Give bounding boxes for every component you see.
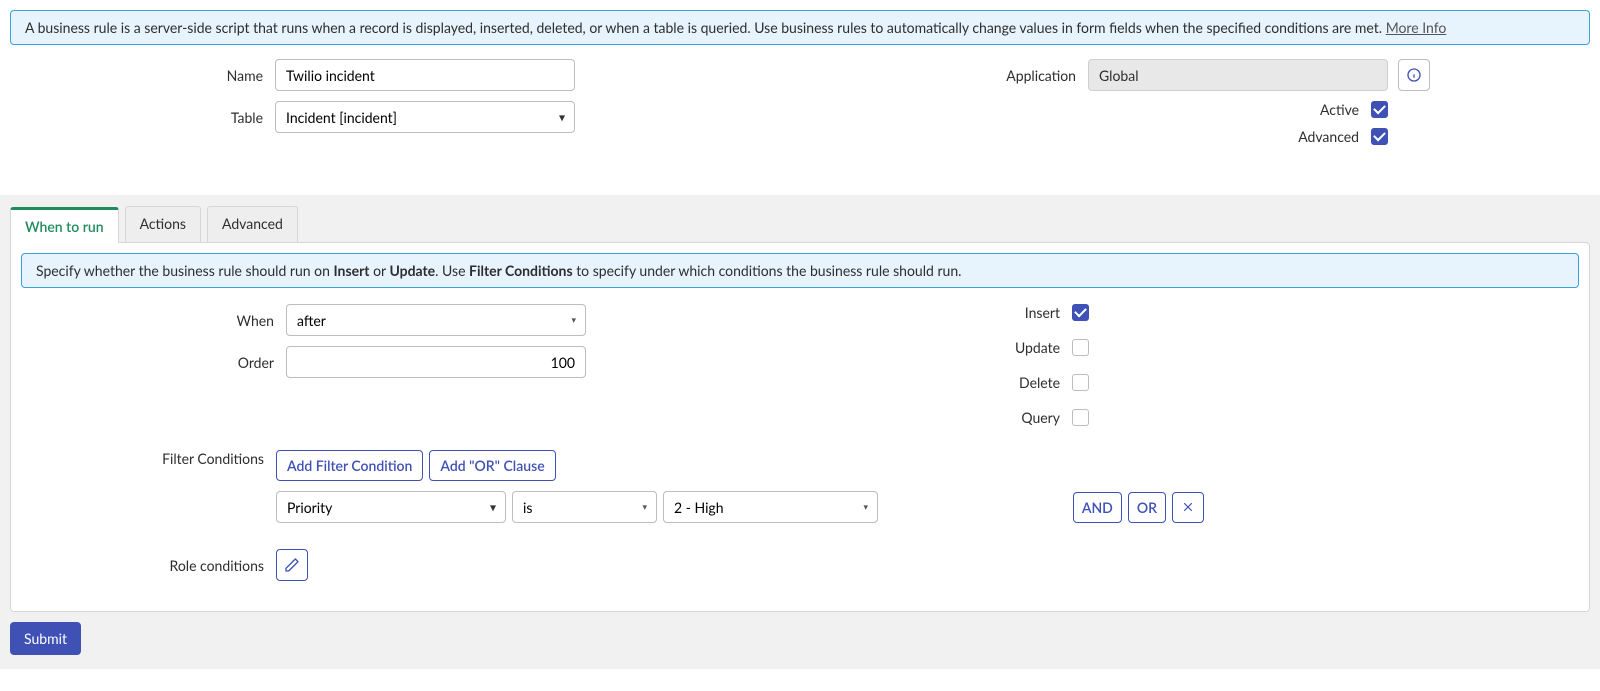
- tab-area: When to run Actions Advanced Specify whe…: [0, 195, 1600, 669]
- query-label: Query: [1021, 409, 1060, 426]
- filter-conditions-area: Add Filter Condition Add "OR" Clause AND: [276, 450, 1216, 523]
- tab-info-banner: Specify whether the business rule should…: [21, 253, 1579, 288]
- more-info-link[interactable]: More Info: [1386, 19, 1447, 36]
- filter-condition-row: AND OR: [276, 491, 1216, 523]
- form-right-column: Application Global Active Advanced: [800, 59, 1590, 155]
- role-conditions-label: Role conditions: [11, 557, 276, 574]
- when-select[interactable]: [286, 304, 586, 336]
- info-icon: [1406, 67, 1422, 83]
- tab-info-text-3: . Use: [435, 262, 469, 279]
- insert-checkbox[interactable]: [1072, 304, 1089, 321]
- name-label: Name: [10, 67, 275, 84]
- when-label: When: [21, 312, 286, 329]
- tab-advanced[interactable]: Advanced: [207, 206, 298, 242]
- condition-field-select[interactable]: [276, 491, 506, 523]
- add-or-clause-button[interactable]: Add "OR" Clause: [429, 450, 555, 481]
- table-select[interactable]: [275, 101, 575, 133]
- pencil-icon: [284, 557, 300, 573]
- delete-checkbox[interactable]: [1072, 374, 1089, 391]
- top-info-banner: A business rule is a server-side script …: [10, 10, 1590, 45]
- submit-button[interactable]: Submit: [10, 622, 81, 655]
- tab-body-when-to-run: Specify whether the business rule should…: [10, 242, 1590, 612]
- update-label: Update: [1015, 339, 1060, 356]
- delete-label: Delete: [1019, 374, 1060, 391]
- tab-info-bold-update: Update: [389, 262, 435, 279]
- condition-or-button[interactable]: OR: [1128, 492, 1166, 523]
- condition-operator-select[interactable]: [512, 491, 657, 523]
- insert-label: Insert: [1025, 304, 1060, 321]
- application-field: Global: [1088, 59, 1388, 91]
- tab-info-text-4: to specify under which conditions the bu…: [573, 262, 962, 279]
- tab-info-bold-filter: Filter Conditions: [469, 262, 573, 279]
- add-filter-condition-button[interactable]: Add Filter Condition: [276, 450, 423, 481]
- tab-when-to-run[interactable]: When to run: [10, 207, 119, 243]
- table-label: Table: [10, 109, 275, 126]
- tab-strip: When to run Actions Advanced: [0, 196, 1600, 242]
- filter-conditions-label: Filter Conditions: [11, 450, 276, 467]
- condition-and-button[interactable]: AND: [1073, 492, 1122, 523]
- role-conditions-edit-button[interactable]: [276, 549, 308, 581]
- order-label: Order: [21, 354, 286, 371]
- condition-value-select[interactable]: [663, 491, 878, 523]
- query-checkbox[interactable]: [1072, 409, 1089, 426]
- form-left-column: Name Table: [10, 59, 800, 155]
- active-label: Active: [1320, 101, 1359, 118]
- update-checkbox[interactable]: [1072, 339, 1089, 356]
- top-info-text: A business rule is a server-side script …: [25, 19, 1386, 36]
- advanced-label: Advanced: [1298, 128, 1359, 145]
- tab-info-text-1: Specify whether the business rule should…: [36, 262, 334, 279]
- main-form: Name Table Application Global Active Adv…: [0, 59, 1600, 195]
- advanced-checkbox[interactable]: [1371, 128, 1388, 145]
- tab-info-text-2: or: [370, 262, 390, 279]
- application-info-button[interactable]: [1398, 59, 1430, 91]
- when-to-run-form: When Order Insert Update: [11, 298, 1589, 444]
- condition-remove-button[interactable]: [1172, 492, 1204, 523]
- tab-actions[interactable]: Actions: [125, 206, 201, 242]
- application-label: Application: [1006, 67, 1076, 84]
- active-checkbox[interactable]: [1371, 101, 1388, 118]
- tab-info-bold-insert: Insert: [334, 262, 370, 279]
- order-input[interactable]: [286, 346, 586, 378]
- name-input[interactable]: [275, 59, 575, 91]
- close-icon: [1181, 500, 1195, 514]
